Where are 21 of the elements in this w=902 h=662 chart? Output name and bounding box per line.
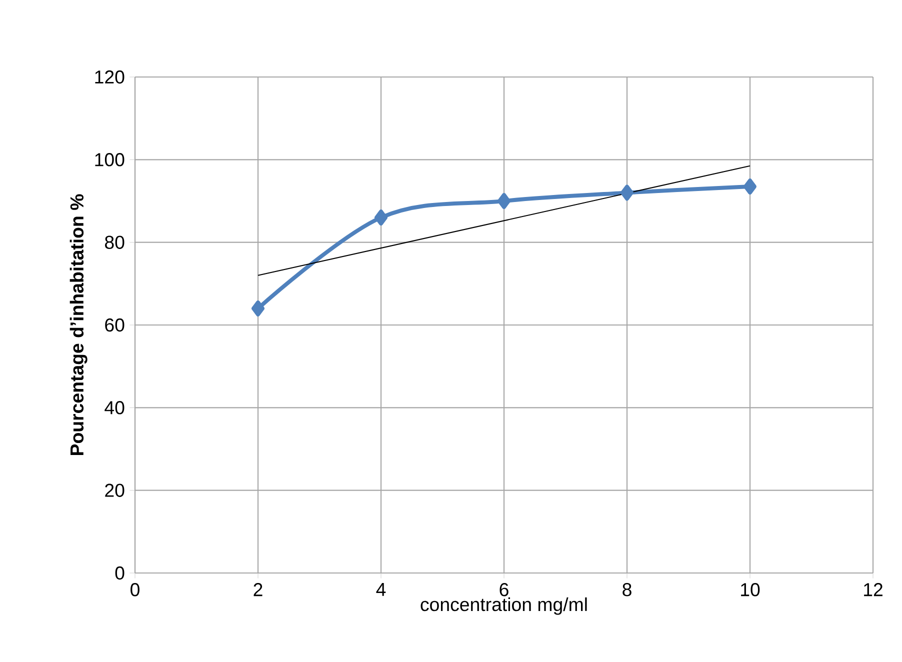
point: [620, 184, 634, 201]
x-tick-label: 2: [254, 583, 262, 596]
point: [498, 193, 511, 209]
point: [744, 178, 757, 195]
y-tick-label: 80: [105, 236, 124, 249]
x-tick-label: 4: [376, 583, 386, 596]
point: [374, 210, 388, 226]
point: [252, 300, 265, 316]
y-tick-label: 100: [95, 153, 124, 166]
x-tick-label: 6: [500, 583, 508, 596]
x-axis-title: concentration mg/ml: [420, 597, 587, 615]
x-tick-label: 12: [864, 583, 882, 596]
y-tick-label: 0: [115, 566, 124, 580]
y-tick-label: 120: [95, 70, 124, 84]
y-tick-label: 20: [105, 484, 124, 497]
x-tick-label: 0: [130, 583, 140, 596]
y-axis-title: Pourcentage d’inhabitation %: [70, 194, 88, 455]
y-tick-label: 40: [104, 401, 124, 414]
x-tick-label: 10: [741, 583, 760, 596]
y-tick-label: 60: [105, 318, 124, 332]
x-tick-label: 8: [622, 583, 632, 596]
